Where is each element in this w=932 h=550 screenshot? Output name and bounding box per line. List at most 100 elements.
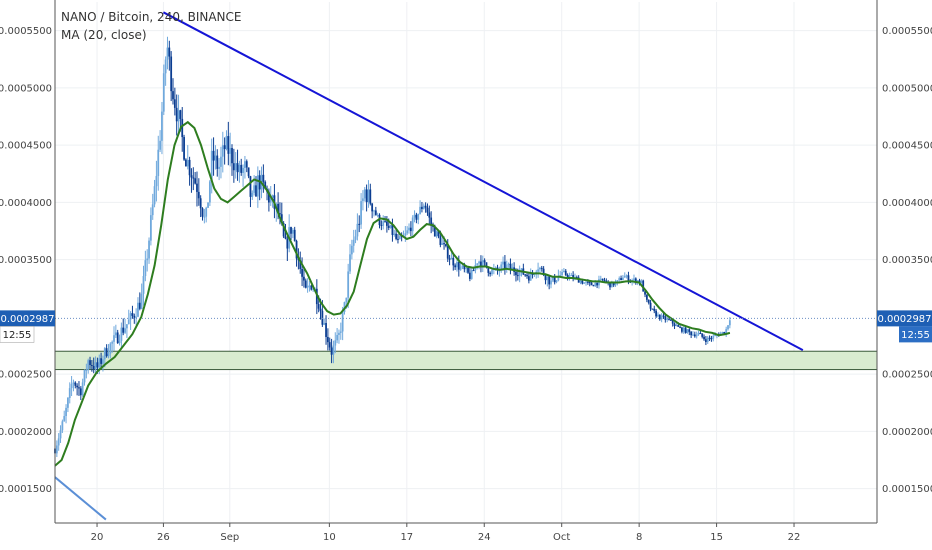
candle-body bbox=[140, 293, 143, 309]
candle-body bbox=[443, 243, 445, 245]
candle-body bbox=[70, 383, 73, 389]
candle-body bbox=[168, 47, 171, 57]
candle-body bbox=[256, 175, 259, 197]
candle-body bbox=[221, 145, 224, 157]
candle-body bbox=[633, 278, 635, 281]
x-tick-label: Sep bbox=[220, 532, 239, 543]
candle-body bbox=[487, 267, 490, 273]
candle-body bbox=[207, 202, 209, 208]
candle-body bbox=[605, 280, 608, 282]
candle-body bbox=[186, 159, 189, 167]
x-axis[interactable]: 20 26 Sep 10 17 24 Oct 8 15 22 bbox=[91, 523, 801, 543]
x-tick-label: 15 bbox=[710, 532, 723, 543]
candle-body bbox=[306, 285, 309, 288]
candle-body bbox=[579, 280, 582, 283]
candle-body bbox=[557, 276, 560, 281]
candle-body bbox=[697, 333, 700, 335]
grid bbox=[55, 2, 877, 523]
candle-body bbox=[409, 227, 412, 232]
candle-body bbox=[162, 73, 165, 112]
y-tick-label-right: 0.0004000 bbox=[882, 198, 932, 209]
candle-body bbox=[575, 276, 578, 278]
candle-body bbox=[177, 110, 180, 122]
candle-body bbox=[74, 382, 77, 386]
candle-body bbox=[144, 260, 147, 277]
candle-body bbox=[389, 225, 392, 228]
x-tick-label: 8 bbox=[636, 532, 642, 543]
candle-body bbox=[223, 145, 226, 150]
y-axis-right[interactable]: 0.0005500 0.0005000 0.0004500 0.0004000 0.00… bbox=[882, 26, 932, 495]
candle-body bbox=[55, 445, 58, 454]
candle-body bbox=[710, 338, 713, 340]
candle-body bbox=[179, 110, 182, 119]
candle-body bbox=[94, 362, 97, 369]
x-tick-label: 10 bbox=[323, 532, 336, 543]
candle-body bbox=[284, 236, 287, 239]
candle-body bbox=[295, 240, 298, 259]
candle-body bbox=[102, 359, 104, 364]
y-tick-label-right: 0.0005000 bbox=[882, 83, 932, 94]
candle-body bbox=[225, 136, 228, 150]
x-tick-label: 22 bbox=[788, 532, 801, 543]
trendline[interactable] bbox=[162, 11, 804, 351]
candle-body bbox=[172, 91, 174, 100]
y-tick-label-left: 0.0002000 bbox=[0, 427, 52, 438]
candle-body bbox=[448, 258, 451, 260]
candle-body bbox=[249, 176, 252, 197]
candle-body bbox=[304, 280, 307, 288]
candle-body bbox=[253, 185, 256, 193]
candle-body bbox=[369, 189, 372, 204]
candle-body bbox=[675, 325, 678, 327]
candle-body bbox=[131, 313, 134, 316]
candle-body bbox=[594, 282, 597, 287]
candle-body bbox=[669, 319, 672, 321]
candle-body bbox=[404, 233, 407, 236]
candle-body bbox=[703, 336, 705, 340]
candle-body bbox=[690, 331, 693, 336]
y-tick-label-left: 0.0001500 bbox=[0, 484, 52, 495]
candle-body bbox=[242, 167, 244, 173]
candle-body bbox=[197, 191, 200, 199]
y-tick-label-left: 0.0005000 bbox=[0, 83, 52, 94]
candle-body bbox=[120, 327, 123, 341]
candle-body bbox=[155, 175, 158, 187]
candle-body bbox=[627, 275, 630, 282]
candle-body bbox=[478, 261, 480, 264]
candle-body bbox=[319, 308, 322, 311]
candle-body bbox=[63, 416, 66, 422]
candle-body bbox=[566, 274, 569, 278]
candle-body bbox=[422, 205, 425, 210]
candle-body bbox=[426, 207, 429, 213]
candle-body bbox=[79, 388, 82, 396]
candle-body bbox=[704, 339, 707, 343]
y-tick-label-right: 0.0003500 bbox=[882, 255, 932, 266]
candle-body bbox=[210, 150, 213, 182]
candle-body bbox=[371, 203, 374, 212]
candle-body bbox=[518, 271, 521, 276]
lower-trendline[interactable] bbox=[54, 476, 107, 521]
y-axis-left[interactable]: 0.0005500 0.0005000 0.0004500 0.0004000 0.00… bbox=[0, 26, 52, 495]
y-tick-label-right: 0.0002500 bbox=[882, 370, 932, 381]
candle-body bbox=[321, 310, 324, 325]
candle-body bbox=[400, 236, 403, 238]
candle-body bbox=[166, 47, 169, 60]
candle-body bbox=[251, 192, 254, 197]
candle-body bbox=[472, 270, 475, 272]
candle-body bbox=[480, 261, 482, 268]
candle-body bbox=[524, 274, 527, 276]
candle-body bbox=[264, 181, 267, 189]
candle-body bbox=[483, 260, 486, 263]
candle-body bbox=[527, 276, 530, 281]
candle-body bbox=[559, 275, 562, 277]
candle-body bbox=[415, 214, 418, 220]
x-tick-label: 17 bbox=[400, 532, 413, 543]
candle-body bbox=[433, 226, 436, 237]
candle-body bbox=[583, 282, 586, 284]
candle-body bbox=[212, 150, 215, 161]
candle-body bbox=[323, 323, 326, 325]
candle-body bbox=[645, 294, 648, 300]
candle-body bbox=[142, 276, 145, 294]
candle-body bbox=[291, 229, 294, 234]
candle-body bbox=[516, 275, 519, 277]
